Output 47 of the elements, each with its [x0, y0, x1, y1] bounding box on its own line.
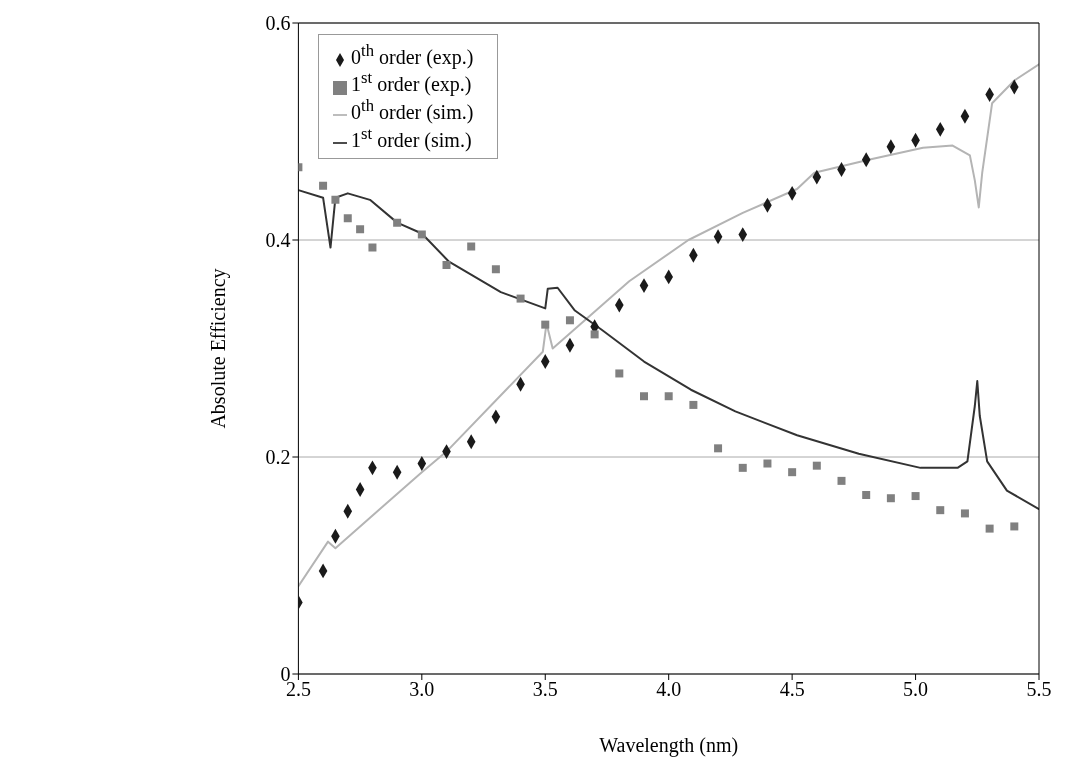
- point: [886, 494, 895, 503]
- point: [936, 506, 945, 515]
- point: [862, 490, 871, 499]
- point: [590, 330, 599, 339]
- legend-label: 0$^{th}$ order (exp.): [351, 41, 474, 68]
- legend-label: 1$^{st}$ order (exp.): [351, 68, 472, 96]
- point: [960, 509, 969, 518]
- y-tick-label: 0.6: [265, 12, 291, 35]
- point: [788, 468, 797, 477]
- legend-label: 0$^{th}$ order (sim.): [351, 96, 474, 123]
- point: [738, 463, 747, 472]
- point: [837, 476, 846, 485]
- point: [516, 294, 525, 303]
- line-series: [298, 189, 1039, 511]
- point: [812, 461, 821, 470]
- x-tick-label: 4.5: [779, 678, 805, 701]
- point: [1010, 522, 1019, 531]
- point: [331, 195, 340, 204]
- point: [467, 242, 476, 251]
- point: [356, 225, 365, 234]
- x-tick-label: 3.5: [532, 678, 558, 701]
- point: [615, 369, 624, 378]
- point: [319, 181, 328, 190]
- x-tick-label: 5.5: [1026, 678, 1052, 701]
- y-tick-label: 0.4: [265, 229, 291, 252]
- point: [689, 400, 698, 409]
- point: [664, 392, 673, 401]
- y-axis-title: Absolute Efficiency: [207, 268, 231, 429]
- point: [640, 392, 649, 401]
- x-axis-title: Wavelength (nm): [599, 734, 739, 757]
- point: [442, 260, 451, 269]
- point: [417, 230, 426, 239]
- legend-label: 1$^{st}$ order (sim.): [351, 123, 472, 151]
- point: [763, 459, 772, 468]
- point: [491, 265, 500, 274]
- point: [985, 524, 994, 533]
- point: [911, 492, 920, 501]
- point: [541, 320, 550, 329]
- point: [393, 218, 402, 227]
- point: [714, 444, 723, 453]
- x-tick-label: 4.0: [656, 678, 682, 701]
- x-tick-label: 3.0: [409, 678, 435, 701]
- point: [368, 243, 377, 252]
- point: [565, 316, 574, 325]
- point: [343, 214, 352, 223]
- y-tick-label: 0.2: [265, 446, 291, 469]
- x-tick-label: 5.0: [903, 678, 929, 701]
